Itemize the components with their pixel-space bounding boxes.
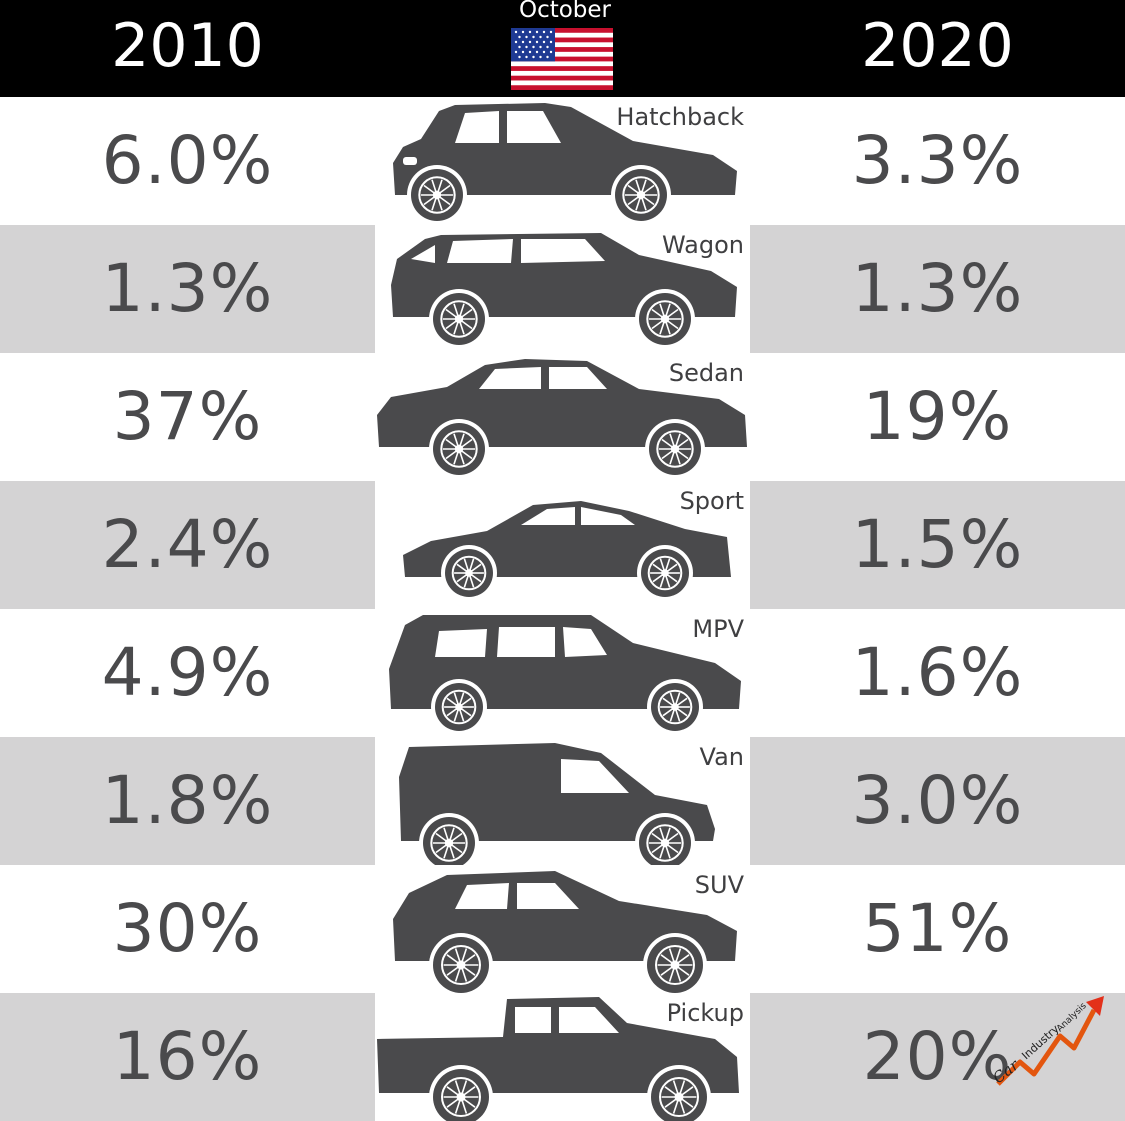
hatchback-car-icon [393, 103, 737, 225]
vehicle-cell: SUV [375, 865, 750, 993]
year-2010-heading: 2010 [111, 11, 264, 81]
value-2020: 1.5% [851, 506, 1024, 583]
vehicle-cell: Pickup [375, 993, 750, 1121]
table-row-pickup: 16% Pickup 20% [0, 993, 1125, 1121]
vehicle-type-label: Sport [679, 487, 744, 515]
value-2010: 37% [112, 378, 263, 455]
us-flag-icon [511, 28, 613, 90]
vehicle-cell: Wagon [375, 225, 750, 353]
value-2010: 1.8% [101, 762, 274, 839]
vehicle-type-label: Sedan [668, 359, 744, 387]
vehicle-cell: MPV [375, 609, 750, 737]
table-row-suv: 30% SUV 51% [0, 865, 1125, 993]
value-2020: 1.6% [851, 634, 1024, 711]
value-2010: 16% [112, 1018, 263, 1095]
wagon-car-icon [391, 233, 737, 349]
vehicle-type-label: Van [699, 743, 744, 771]
header-bar: 2010 October 2020 [0, 0, 1125, 97]
vehicle-type-label: SUV [694, 871, 744, 899]
vehicle-type-label: Hatchback [616, 103, 744, 131]
value-2020: 3.0% [851, 762, 1024, 839]
month-label: October [518, 0, 612, 23]
value-2020: 51% [862, 890, 1013, 967]
suv-car-icon [393, 871, 737, 993]
pickup-car-icon [377, 997, 739, 1121]
watermark-word-car: Car [990, 1055, 1023, 1087]
vehicle-cell: Van [375, 737, 750, 865]
vehicle-cell: Sedan [375, 353, 750, 481]
van-car-icon [399, 743, 715, 865]
value-2020: 20% [862, 1018, 1013, 1095]
table-row-sport: 2.4% Sport 1.5% [0, 481, 1125, 609]
value-2020: 3.3% [851, 122, 1024, 199]
table-row-sedan: 37% Sedan 19% [0, 353, 1125, 481]
vehicle-type-label: Wagon [661, 231, 744, 259]
vehicle-type-label: MPV [692, 615, 744, 643]
value-2010: 4.9% [101, 634, 274, 711]
vehicle-type-label: Pickup [666, 999, 744, 1027]
table-row-van: 1.8% Van 3.0% [0, 737, 1125, 865]
table-row-mpv: 4.9% MPV 1.6% [0, 609, 1125, 737]
sport-car-icon [403, 501, 731, 601]
value-2010: 1.3% [101, 250, 274, 327]
value-2020: 19% [862, 378, 1013, 455]
value-2010: 6.0% [101, 122, 274, 199]
rising-arrow-icon: Car Industry Analysis [990, 996, 1104, 1087]
table-row-wagon: 1.3% Wagon 1.3% [0, 225, 1125, 353]
vehicle-cell: Sport [375, 481, 750, 609]
table-row-hatchback: 6.0% Hatchback 3.3% [0, 97, 1125, 225]
mpv-car-icon [389, 615, 741, 735]
value-2020: 1.3% [851, 250, 1024, 327]
year-2020-heading: 2020 [861, 11, 1014, 81]
sedan-car-icon [377, 359, 747, 479]
value-2010: 30% [112, 890, 263, 967]
vehicle-cell: Hatchback [375, 97, 750, 225]
value-2010: 2.4% [101, 506, 274, 583]
